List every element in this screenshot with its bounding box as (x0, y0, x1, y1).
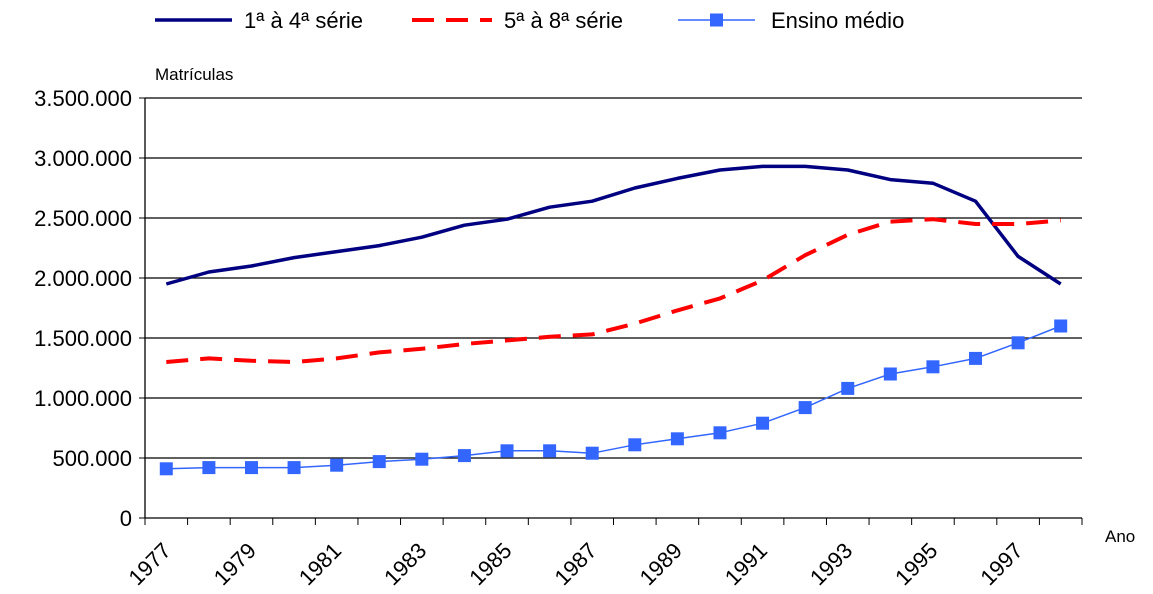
legend: 1ª à 4ª série 5ª à 8ª série Ensino médio (155, 8, 904, 33)
y-tick-label: 2.000.000 (34, 266, 132, 291)
data-point-marker (841, 381, 855, 395)
data-point-marker (670, 432, 684, 446)
data-point-marker (457, 449, 471, 463)
data-point-marker (287, 461, 301, 475)
data-point-marker (713, 426, 727, 440)
data-point-marker (628, 438, 642, 452)
legend-label-1: 1ª à 4ª série (244, 8, 363, 33)
x-tick-label: 1979 (209, 538, 261, 590)
y-tick-label: 3.000.000 (34, 146, 132, 171)
data-point-marker (330, 458, 344, 472)
data-point-marker (372, 455, 386, 469)
legend-marker (710, 13, 723, 27)
data-point-marker (1054, 319, 1068, 333)
data-point-marker (585, 446, 599, 460)
data-point-marker (798, 401, 812, 415)
y-tick-label: 500.000 (52, 446, 132, 471)
data-point-marker (926, 360, 940, 374)
y-tick-label: 3.500.000 (34, 86, 132, 111)
y-tick-label: 1.500.000 (34, 326, 132, 351)
series-lines (165, 164, 1062, 470)
y-tick-label: 2.500.000 (34, 206, 132, 231)
x-axis-title: Ano (1105, 527, 1135, 546)
data-point-marker (969, 351, 983, 365)
data-point-marker (756, 416, 770, 430)
y-tick-label: 1.000.000 (34, 386, 132, 411)
data-point-marker (202, 461, 216, 475)
axes (139, 97, 1083, 525)
data-point-marker (415, 452, 429, 466)
x-tick-label: 1997 (975, 538, 1027, 590)
x-tick-label: 1987 (549, 538, 601, 590)
x-tick-labels: 1977 1979 1981 1983 1985 1987 1989 1991 1993 1995… (124, 538, 1028, 590)
y-axis-title: Matrículas (155, 65, 233, 84)
x-tick-label: 1977 (124, 538, 176, 590)
legend-label-2: 5ª à 8ª série (504, 8, 623, 33)
x-tick-label: 1981 (294, 538, 346, 590)
x-tick-label: 1989 (635, 538, 687, 590)
legend-label-3: Ensino médio (771, 8, 904, 33)
x-tick-label: 1985 (464, 538, 516, 590)
data-point-marker (500, 444, 514, 458)
y-tick-labels: 0 500.000 1.000.000 1.500.000 2.000.000 2.500… (34, 86, 132, 531)
data-point-marker (1011, 336, 1025, 350)
gridlines (145, 97, 1082, 459)
x-tick-label: 1995 (890, 538, 942, 590)
x-tick-label: 1983 (379, 538, 431, 590)
series-line-1 (165, 164, 1062, 286)
data-point-marker (244, 461, 258, 475)
data-point-marker (543, 444, 557, 458)
data-point-marker (883, 367, 897, 381)
x-tick-label: 1991 (720, 538, 772, 590)
series-line-3 (166, 325, 1061, 470)
series-line-2 (166, 217, 1061, 364)
data-point-marker (159, 462, 173, 476)
y-tick-label: 0 (120, 506, 132, 531)
x-tick-label: 1993 (805, 538, 857, 590)
series-markers (159, 319, 1068, 476)
